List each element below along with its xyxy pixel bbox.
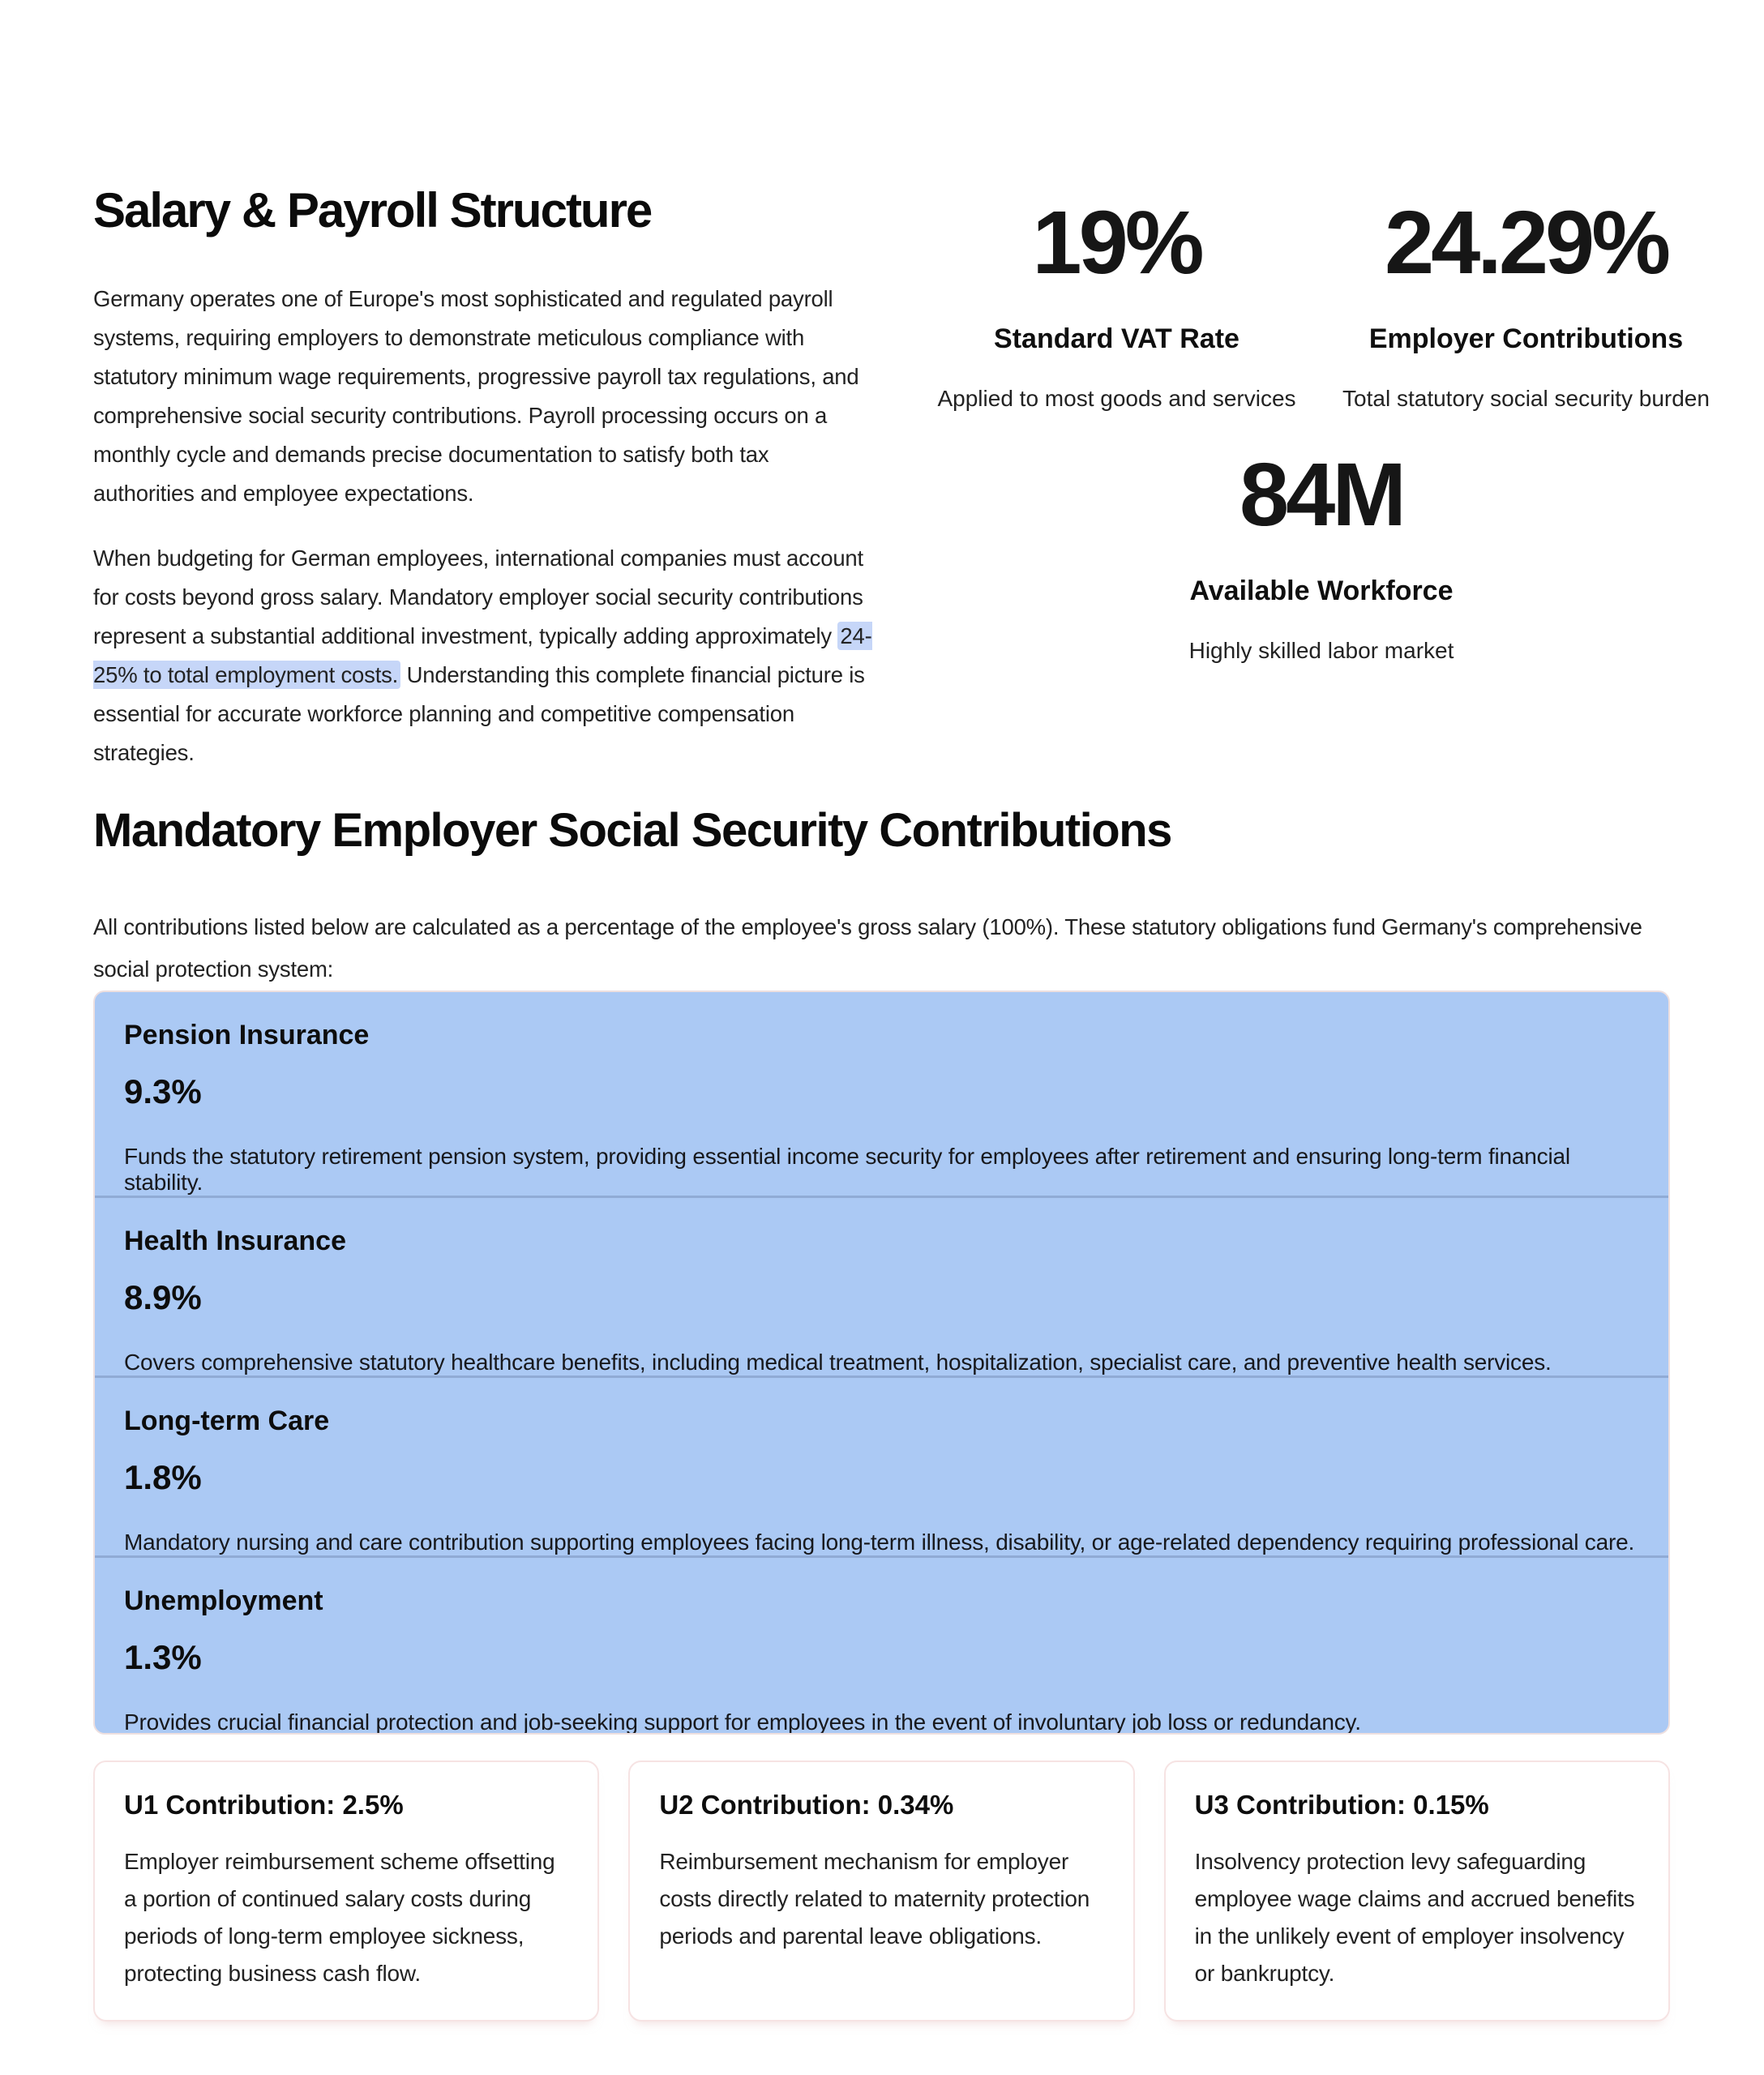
u3-card-title: U3 Contribution: 0.15%	[1194, 1790, 1489, 1820]
contribution-rate: 1.3%	[124, 1638, 202, 1676]
u1-contribution-card: U1 Contribution: 2.5% Employer reimburse…	[93, 1761, 600, 2022]
contribution-card-longterm-care: Long-term Care 1.8% Mandatory nursing an…	[95, 1375, 1668, 1555]
paragraph2-text-after: Understanding this complete financial pi…	[93, 662, 865, 765]
u2-card-description: Reimbursement mechanism for employer cos…	[659, 1849, 1090, 1949]
stat-workforce-label: Available Workforce	[1189, 575, 1454, 606]
intro-paragraph-2: When budgeting for German employees, int…	[93, 539, 876, 772]
contribution-rate: 1.8%	[124, 1458, 202, 1496]
stats-grid: 19% Standard VAT Rate Applied to most go…	[912, 199, 1731, 664]
u-contribution-cards: U1 Contribution: 2.5% Employer reimburse…	[93, 1761, 1670, 2022]
page-title: Salary & Payroll Structure	[93, 183, 653, 237]
contribution-description: Covers comprehensive statutory healthcar…	[124, 1350, 1552, 1375]
stat-vat-description: Applied to most goods and services	[937, 386, 1296, 411]
contributions-section-intro: All contributions listed below are calcu…	[93, 914, 1642, 982]
u3-contribution-card: U3 Contribution: 0.15% Insolvency protec…	[1163, 1761, 1670, 2022]
salary-payroll-section: Salary & Payroll Structure Germany opera…	[93, 185, 876, 798]
intro-paragraph-1: Germany operates one of Europe's most so…	[93, 286, 859, 506]
stat-employer-label: Employer Contributions	[1368, 323, 1684, 354]
contribution-rate: 9.3%	[124, 1072, 202, 1110]
stat-vat-value: 19%	[1032, 193, 1204, 293]
contribution-card-pension: Pension Insurance 9.3% Funds the statuto…	[95, 992, 1668, 1196]
stat-employer-contributions: 24.29% Employer Contributions Total stat…	[1321, 199, 1731, 412]
contribution-name: Long-term Care	[124, 1405, 330, 1436]
contribution-rate: 8.9%	[124, 1278, 202, 1316]
contributions-section-title: Mandatory Employer Social Security Contr…	[93, 804, 1172, 857]
stat-workforce-value: 84M	[1240, 445, 1406, 545]
contribution-name: Unemployment	[124, 1585, 323, 1616]
contribution-card-health: Health Insurance 8.9% Covers comprehensi…	[95, 1196, 1668, 1375]
u2-card-title: U2 Contribution: 0.34%	[659, 1790, 954, 1820]
u2-contribution-card: U2 Contribution: 0.34% Reimbursement mec…	[628, 1761, 1135, 2022]
contribution-card-unemployment: Unemployment 1.3% Provides crucial finan…	[95, 1555, 1668, 1735]
stat-workforce: 84M Available Workforce Highly skilled l…	[912, 451, 1731, 664]
contribution-name: Pension Insurance	[124, 1020, 370, 1050]
contribution-name: Health Insurance	[124, 1226, 346, 1256]
contribution-description: Mandatory nursing and care contribution …	[124, 1530, 1635, 1555]
u1-card-description: Employer reimbursement scheme offsetting…	[124, 1849, 555, 1986]
stat-employer-description: Total statutory social security burden	[1342, 386, 1710, 411]
stat-workforce-description: Highly skilled labor market	[1188, 638, 1454, 663]
stat-vat-label: Standard VAT Rate	[994, 323, 1240, 354]
u3-card-description: Insolvency protection levy safeguarding …	[1194, 1849, 1635, 1986]
contribution-description: Provides crucial financial protection an…	[124, 1709, 1361, 1735]
stat-vat-rate: 19% Standard VAT Rate Applied to most go…	[912, 199, 1321, 412]
contributions-panel: Pension Insurance 9.3% Funds the statuto…	[93, 990, 1670, 1735]
stat-employer-value: 24.29%	[1384, 193, 1671, 293]
contribution-description: Funds the statutory retirement pension s…	[124, 1144, 1570, 1195]
u1-card-title: U1 Contribution: 2.5%	[124, 1790, 404, 1820]
paragraph2-text-before: When budgeting for German employees, int…	[93, 545, 863, 648]
